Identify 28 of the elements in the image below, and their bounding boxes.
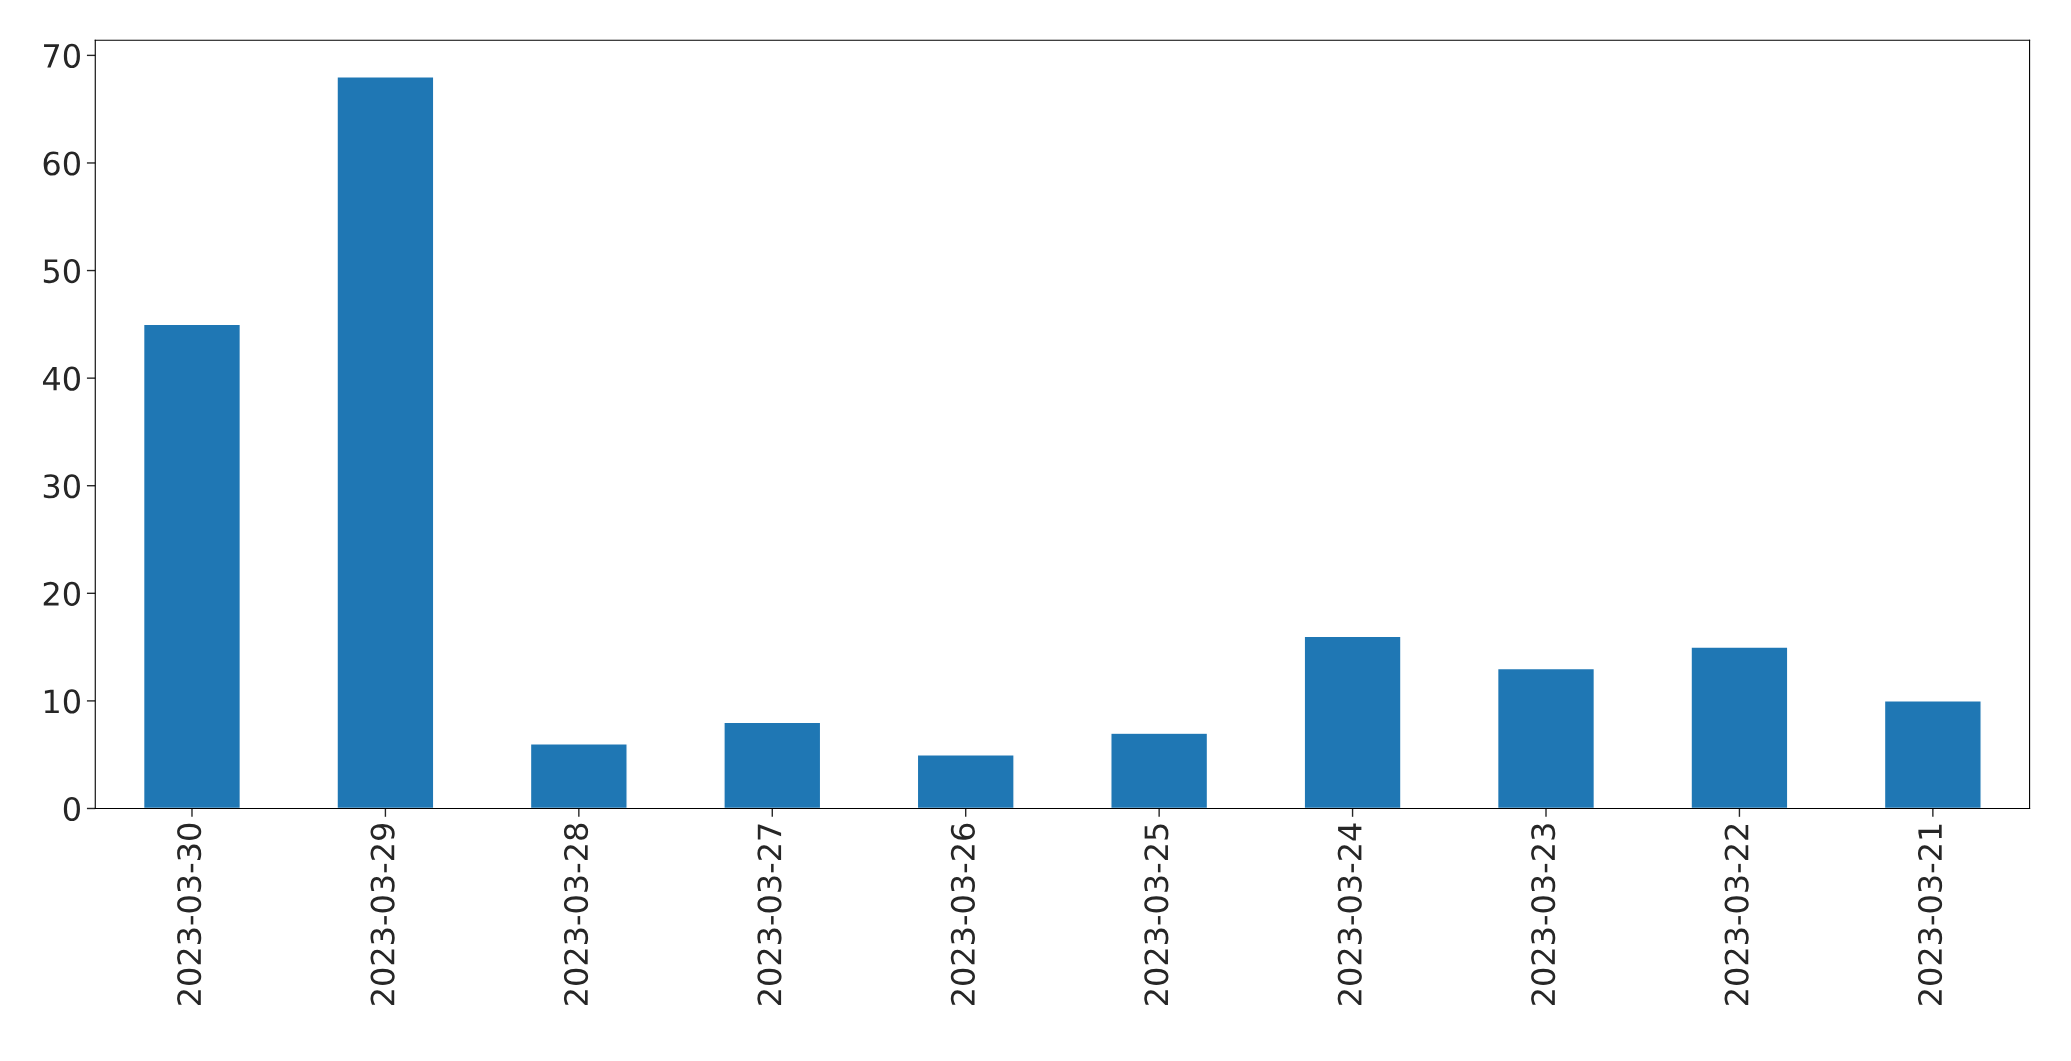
bar: [916, 753, 1015, 809]
y-tick-label: 20: [43, 581, 80, 606]
y-tick-label: 30: [43, 474, 80, 499]
bar: [1496, 667, 1596, 809]
y-tick-label: 70: [44, 43, 80, 68]
bar: [1690, 646, 1789, 809]
y-tick-label: 40: [42, 366, 80, 391]
bar: [529, 743, 628, 809]
x-tick-label: 2023-03-30: [177, 823, 202, 1005]
bar: [723, 721, 822, 809]
x-tick-label: 2023-03-25: [1144, 824, 1169, 1005]
y-tick-label: 10: [44, 689, 80, 714]
x-tick-label: 2023-03-27: [757, 824, 782, 1005]
x-tick-label: 2023-03-24: [1337, 823, 1362, 1005]
y-tick-label: 60: [43, 151, 80, 176]
y-tick-label: 0: [63, 796, 80, 822]
x-tick-label: 2023-03-23: [1531, 824, 1556, 1005]
x-tick-label: 2023-03-22: [1724, 824, 1749, 1005]
x-tick-label: 2023-03-21: [1917, 824, 1943, 1005]
bar: [1303, 635, 1402, 809]
y-tick-label: 50: [43, 258, 80, 284]
x-tick-label: 2023-03-26: [950, 823, 975, 1005]
bar: [1110, 732, 1209, 809]
bar: [336, 76, 435, 809]
bar: [142, 323, 242, 809]
bar: [1883, 700, 1982, 809]
x-tick-label: 2023-03-29: [370, 823, 395, 1005]
x-tick-label: 2023-03-28: [563, 823, 589, 1005]
